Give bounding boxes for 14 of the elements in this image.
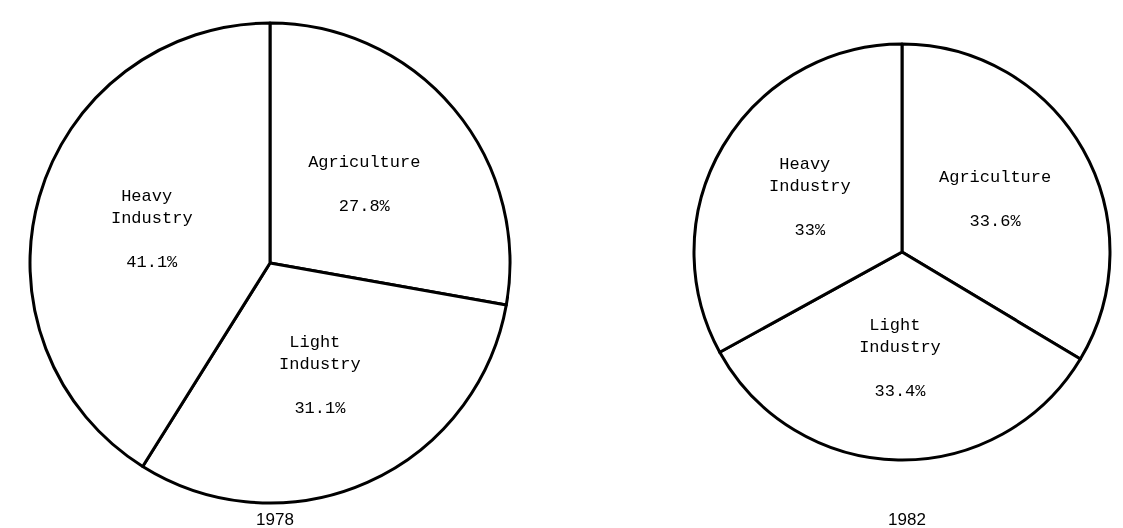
data-label: 27.8% bbox=[338, 196, 391, 216]
text: 1978 bbox=[256, 510, 294, 528]
slice-label: Light Industry bbox=[279, 332, 361, 374]
data-label: 33.6% bbox=[969, 211, 1022, 231]
data-label: 41.1% bbox=[126, 252, 179, 272]
data-label: 33% bbox=[794, 221, 826, 241]
slice-label: Light Industry bbox=[859, 316, 941, 358]
slice-label: Agriculture bbox=[308, 152, 421, 172]
data-label: 31.1% bbox=[294, 398, 347, 418]
slice-label: Heavy Industry bbox=[110, 186, 193, 228]
slice-label: Agriculture bbox=[939, 167, 1052, 187]
slice-label: Heavy Industry bbox=[769, 155, 851, 197]
text: 1982 bbox=[888, 510, 926, 528]
data-label: 33.4% bbox=[874, 382, 927, 402]
